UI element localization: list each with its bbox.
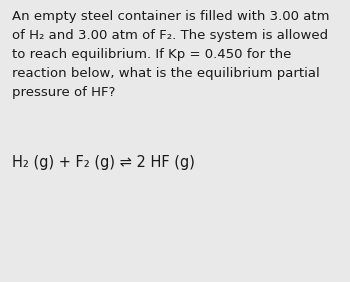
Text: reaction below, what is the equilibrium partial: reaction below, what is the equilibrium …	[12, 67, 320, 80]
Text: to reach equilibrium. If Kp = 0.450 for the: to reach equilibrium. If Kp = 0.450 for …	[12, 48, 291, 61]
Text: of H₂ and 3.00 atm of F₂. The system is allowed: of H₂ and 3.00 atm of F₂. The system is …	[12, 29, 328, 42]
Text: pressure of HF?: pressure of HF?	[12, 86, 116, 99]
Text: An empty steel container is filled with 3.00 atm: An empty steel container is filled with …	[12, 10, 329, 23]
Text: H₂ (g) + F₂ (g) ⇌ 2 HF (g): H₂ (g) + F₂ (g) ⇌ 2 HF (g)	[12, 155, 195, 170]
